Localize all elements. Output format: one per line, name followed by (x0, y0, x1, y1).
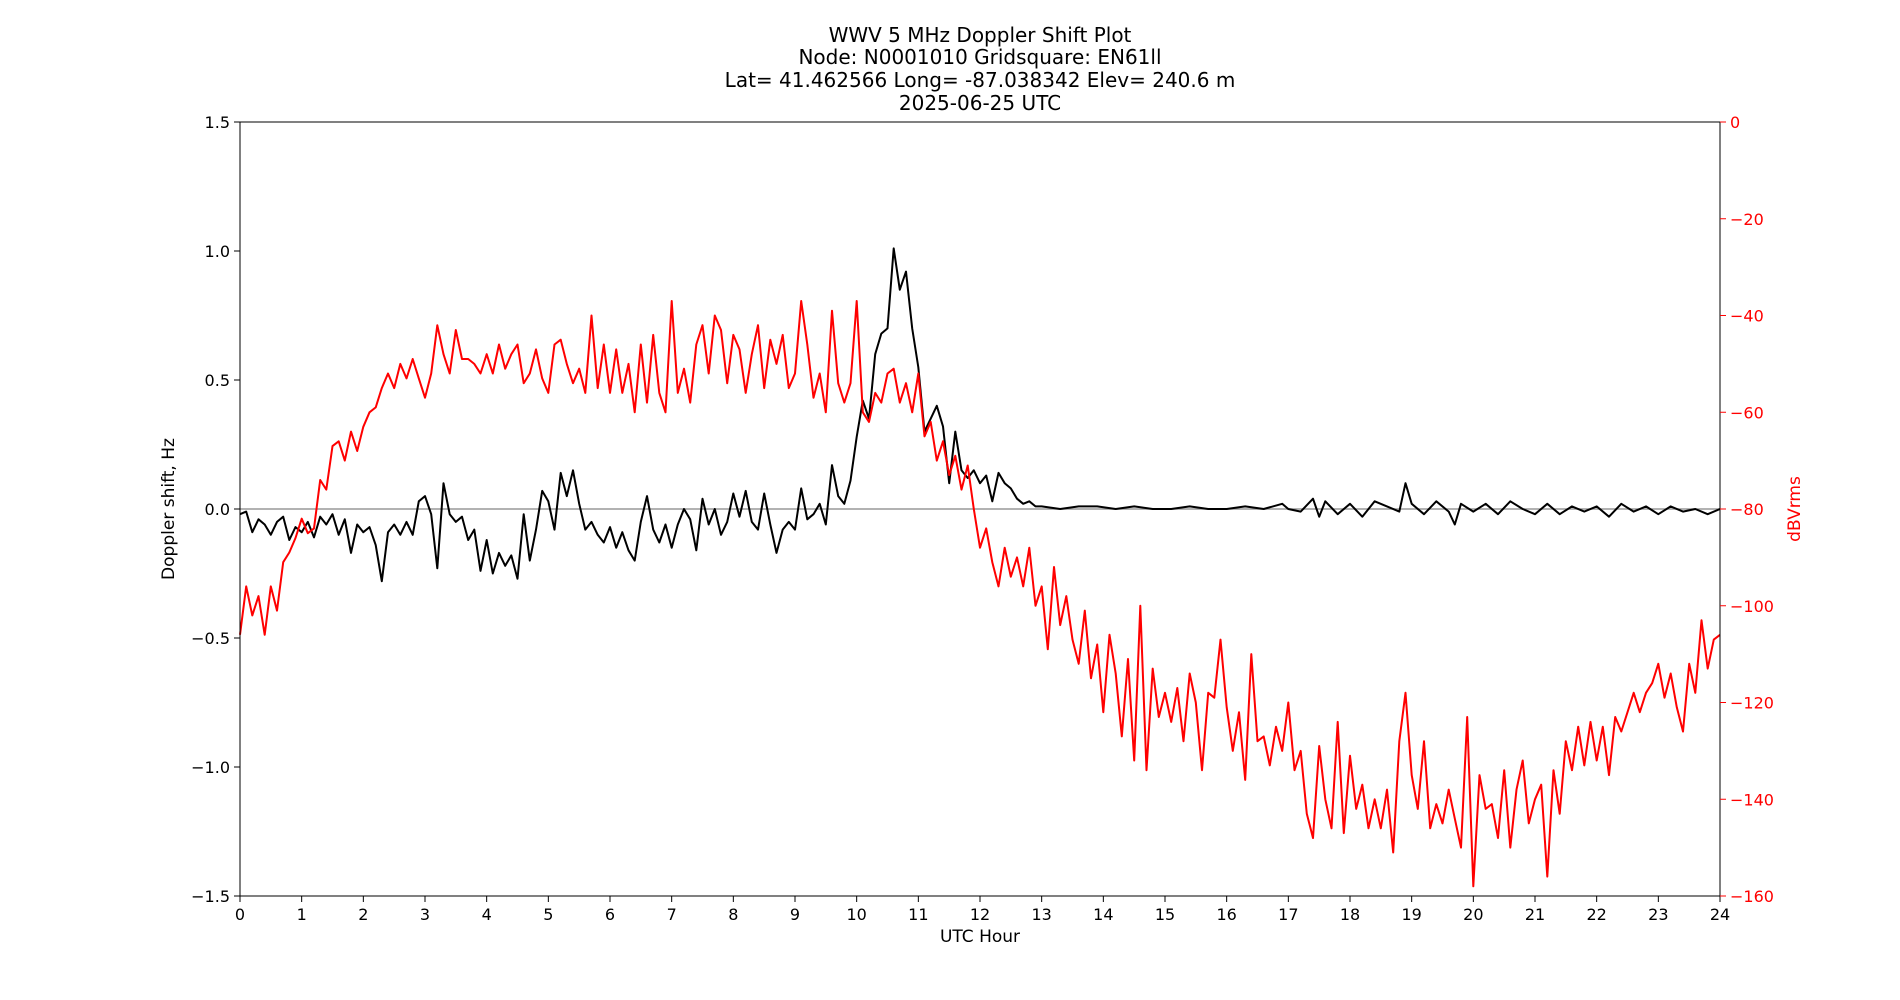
y-right-tick-label: −80 (1730, 500, 1764, 519)
y-right-tick-label: −40 (1730, 307, 1764, 326)
x-tick-label: 9 (790, 905, 800, 924)
x-tick-label: 15 (1155, 905, 1175, 924)
title-line-4: 2025-06-25 UTC (899, 91, 1061, 115)
x-tick-label: 12 (970, 905, 990, 924)
x-tick-label: 14 (1093, 905, 1113, 924)
y-axis-right-label: dBVrms (1785, 476, 1805, 542)
x-tick-label: 10 (846, 905, 866, 924)
y-axis-left: −1.5 −1.0 −0.5 0.0 0.5 1.0 1.5 (191, 113, 240, 906)
x-tick-label: 0 (235, 905, 245, 924)
x-tick-label: 6 (605, 905, 615, 924)
y-right-tick-label: −160 (1730, 887, 1774, 906)
x-tick-label: 16 (1216, 905, 1236, 924)
x-axis: 0 1 2 3 4 5 6 7 8 9 10 11 12 13 14 15 16 17 18 19 20 21 22 23 24 (235, 896, 1730, 924)
series-layer (239, 247, 1721, 888)
x-tick-label: 1 (297, 905, 307, 924)
x-tick-label: 19 (1401, 905, 1421, 924)
y-axis-label: Doppler shift, Hz (159, 438, 179, 580)
y-tick-label: −0.5 (191, 629, 230, 648)
title-line-2: Node: N0001010 Gridsquare: EN61ll (798, 45, 1161, 69)
y-right-tick-label: −120 (1730, 694, 1774, 713)
y-tick-label: 1.5 (205, 113, 230, 132)
y-tick-label: 0.5 (205, 371, 230, 390)
y-right-tick-label: 0 (1730, 113, 1740, 132)
title-line-3: Lat= 41.462566 Long= -87.038342 Elev= 24… (725, 68, 1236, 92)
y-tick-label: −1.5 (191, 887, 230, 906)
x-tick-label: 13 (1031, 905, 1051, 924)
x-tick-label: 11 (908, 905, 928, 924)
x-tick-label: 3 (420, 905, 430, 924)
x-tick-label: 20 (1463, 905, 1483, 924)
y-right-tick-label: −60 (1730, 403, 1764, 422)
signal-level-line (239, 300, 1721, 888)
x-tick-label: 4 (482, 905, 492, 924)
x-tick-label: 2 (358, 905, 368, 924)
x-tick-label: 21 (1525, 905, 1545, 924)
y-right-tick-label: −100 (1730, 597, 1774, 616)
x-tick-label: 8 (728, 905, 738, 924)
x-tick-label: 23 (1648, 905, 1668, 924)
chart-title: WWV 5 MHz Doppler Shift Plot Node: N0001… (725, 23, 1236, 115)
x-tick-label: 7 (667, 905, 677, 924)
title-line-1: WWV 5 MHz Doppler Shift Plot (829, 23, 1132, 47)
x-tick-label: 22 (1586, 905, 1606, 924)
doppler-shift-line (239, 247, 1721, 583)
y-tick-label: 1.0 (205, 242, 230, 261)
y-tick-label: 0.0 (205, 500, 230, 519)
x-tick-label: 18 (1340, 905, 1360, 924)
y-right-tick-label: −140 (1730, 790, 1774, 809)
y-axis-right: 0 −20 −40 −60 −80 −100 −120 −140 −160 (1720, 113, 1774, 906)
x-tick-label: 24 (1710, 905, 1730, 924)
y-right-tick-label: −20 (1730, 210, 1764, 229)
y-tick-label: −1.0 (191, 758, 230, 777)
x-axis-label: UTC Hour (940, 927, 1020, 947)
x-tick-label: 17 (1278, 905, 1298, 924)
x-tick-label: 5 (543, 905, 553, 924)
